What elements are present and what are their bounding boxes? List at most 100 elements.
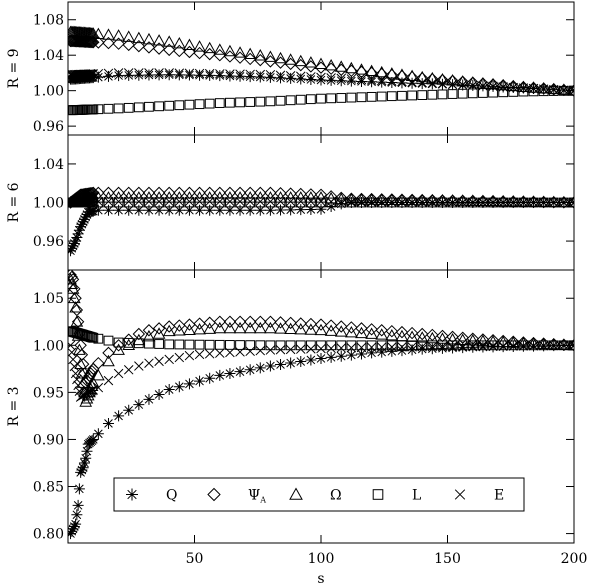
point-Psi_A: [243, 315, 257, 328]
point-L: [245, 340, 256, 351]
point-Q: [275, 72, 287, 84]
point-L: [437, 340, 448, 351]
point-E: [88, 385, 99, 395]
point-Omega: [385, 67, 399, 79]
point-E: [356, 196, 367, 207]
point-Q: [68, 523, 79, 535]
point-L: [225, 340, 235, 350]
point-L: [245, 97, 256, 107]
point-Q: [224, 204, 236, 216]
point-L: [275, 197, 286, 208]
point-E: [488, 81, 498, 92]
point-L: [133, 338, 144, 349]
point-L: [184, 197, 195, 208]
point-E: [275, 196, 286, 207]
point-Omega: [537, 337, 550, 350]
point-Q: [275, 359, 287, 371]
point-E: [387, 197, 397, 207]
point-Q: [123, 404, 135, 416]
point-Q: [77, 216, 89, 228]
point-L: [326, 197, 337, 208]
point-E: [204, 196, 215, 207]
point-E: [508, 197, 519, 208]
point-L: [427, 197, 438, 208]
point-Q: [113, 410, 125, 422]
point-E: [549, 340, 559, 351]
point-L: [275, 95, 286, 106]
point-Omega: [162, 35, 176, 47]
point-E: [123, 365, 134, 375]
point-Psi_A: [547, 195, 560, 209]
point-Q: [163, 69, 175, 81]
point-L: [316, 197, 326, 208]
point-E: [508, 341, 519, 351]
point-Q: [366, 76, 378, 88]
legend-marker-Q: [126, 488, 138, 501]
point-Psi_A: [365, 66, 378, 80]
point-Omega: [274, 51, 287, 64]
point-E: [569, 197, 574, 208]
point-L: [457, 88, 468, 99]
point-E: [245, 346, 255, 357]
legend-marker-E: [454, 489, 466, 500]
point-Omega: [304, 56, 318, 68]
point-L: [245, 197, 256, 208]
point-E: [397, 76, 407, 87]
point-Omega: [415, 331, 429, 343]
point-Q: [295, 204, 307, 216]
point-Omega: [223, 321, 237, 334]
point-Q: [183, 378, 195, 390]
point-Q: [102, 204, 114, 216]
point-Omega: [253, 49, 267, 61]
point-L: [295, 340, 306, 351]
point-E: [88, 196, 99, 207]
point-Psi_A: [365, 323, 378, 336]
point-L: [457, 197, 468, 208]
point-L: [144, 197, 154, 208]
point-L: [103, 335, 114, 346]
point-L: [528, 340, 539, 351]
point-Q: [355, 348, 367, 360]
point-Omega: [122, 30, 136, 42]
point-Q: [335, 75, 347, 87]
y-axis-label: R = 3: [6, 386, 22, 426]
point-Q: [68, 237, 80, 249]
point-E: [235, 196, 245, 207]
point-Q: [214, 369, 226, 381]
point-E: [549, 197, 559, 208]
point-L: [508, 197, 519, 208]
point-Q: [244, 71, 256, 83]
point-Omega: [476, 194, 490, 207]
point-L: [194, 99, 205, 110]
point-E: [336, 73, 346, 84]
series-group: [68, 270, 574, 540]
point-Q: [123, 69, 135, 81]
series-group: [68, 186, 574, 257]
point-L: [336, 93, 347, 103]
point-Psi_A: [335, 320, 348, 333]
point-L: [204, 339, 215, 350]
point-L: [103, 197, 114, 208]
point-L: [174, 100, 185, 111]
point-E: [103, 196, 114, 207]
point-L: [356, 197, 367, 208]
point-E: [387, 76, 397, 86]
point-Q: [345, 75, 357, 87]
point-L: [488, 197, 498, 208]
point-E: [316, 72, 326, 83]
point-L: [488, 87, 498, 98]
y-tick-label: 0.90: [33, 432, 64, 448]
point-Q: [143, 204, 155, 216]
point-E: [376, 342, 387, 352]
series-group: [68, 25, 574, 116]
point-L: [285, 95, 296, 106]
point-E: [376, 197, 387, 207]
point-Omega: [264, 50, 277, 62]
point-Q: [68, 245, 77, 257]
point-E: [569, 85, 574, 96]
point-Q: [426, 78, 438, 90]
point-Psi_A: [274, 316, 287, 329]
point-Omega: [142, 329, 156, 342]
point-E: [174, 68, 185, 78]
panel-2: 0.96 1.00 1.04 R = 6: [6, 134, 575, 271]
